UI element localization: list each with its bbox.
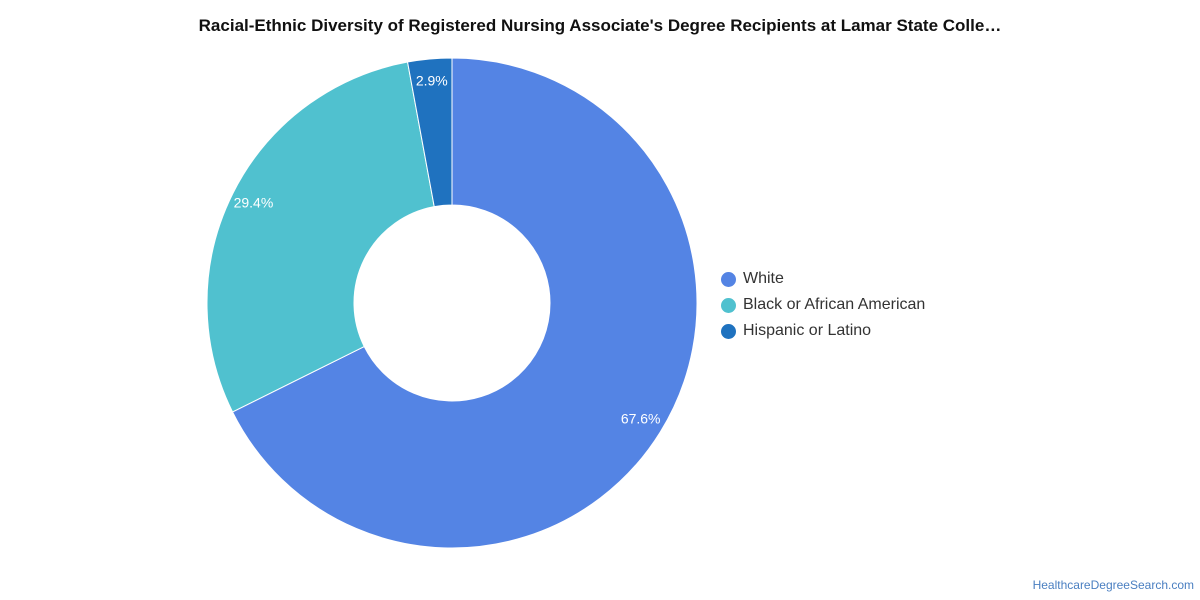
legend-item-hispanic-or-latino[interactable]: Hispanic or Latino — [721, 318, 925, 344]
chart-legend: White Black or African American Hispanic… — [721, 266, 925, 344]
legend-swatch-black-or-african-american — [721, 297, 736, 313]
legend-swatch-hispanic-or-latino — [721, 323, 736, 339]
slice-label-white: 67.6% — [621, 411, 661, 427]
legend-label-hispanic-or-latino: Hispanic or Latino — [743, 322, 872, 339]
source-link[interactable]: HealthcareDegreeSearch.com — [1032, 578, 1194, 592]
slice-black-or-african-american[interactable] — [206, 61, 435, 413]
legend-label-black-or-african-american: Black or African American — [743, 296, 926, 313]
legend-item-white[interactable]: White — [721, 266, 925, 292]
slice-hispanic-or-latino[interactable] — [406, 57, 453, 208]
chart-title: Racial-Ethnic Diversity of Registered Nu… — [198, 16, 1002, 35]
legend-swatch-white — [721, 271, 736, 287]
slice-label-hispanic-or-latino: 2.9% — [416, 73, 448, 89]
legend-label-white: White — [743, 270, 784, 287]
slice-white[interactable] — [231, 57, 698, 549]
legend-item-black-or-african-american[interactable]: Black or African American — [721, 292, 925, 318]
slice-label-black-or-african-american: 29.4% — [234, 194, 274, 210]
